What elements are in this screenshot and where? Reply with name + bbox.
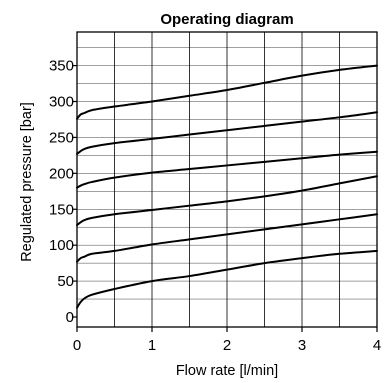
y-tick-label-350: 350: [49, 58, 74, 75]
y-tick-label-0: 0: [66, 309, 74, 326]
x-tick-label-0: 0: [73, 337, 81, 354]
y-tick-label-250: 250: [49, 129, 74, 146]
y-tick-label-100: 100: [49, 237, 74, 254]
x-tick-label-4: 4: [373, 337, 381, 354]
series-line-1: [76, 249, 378, 309]
series-line-5: [76, 111, 378, 155]
x-tick-label-1: 1: [148, 337, 156, 354]
x-tick-label-3: 3: [298, 337, 306, 354]
series-lines: [76, 64, 378, 309]
y-tick-label-300: 300: [49, 94, 74, 111]
x-axis-label: Flow rate [l/min]: [176, 363, 278, 379]
series-line-3: [76, 175, 378, 227]
series-line-2: [76, 213, 378, 263]
y-tick-label-50: 50: [57, 273, 74, 290]
series-line-6: [76, 64, 378, 120]
y-axis-label: Regulated pressure [bar]: [19, 102, 35, 262]
x-tick-label-2: 2: [223, 337, 231, 354]
y-tick-label-200: 200: [49, 165, 74, 182]
grid-lines: [77, 32, 377, 327]
y-tick-label-150: 150: [49, 201, 74, 218]
chart-title: Operating diagram: [160, 11, 293, 28]
series-line-4: [76, 150, 378, 189]
axis-ticks: 0 1 2 3 4 0 50 100 150 200 250 300 350: [49, 58, 381, 354]
